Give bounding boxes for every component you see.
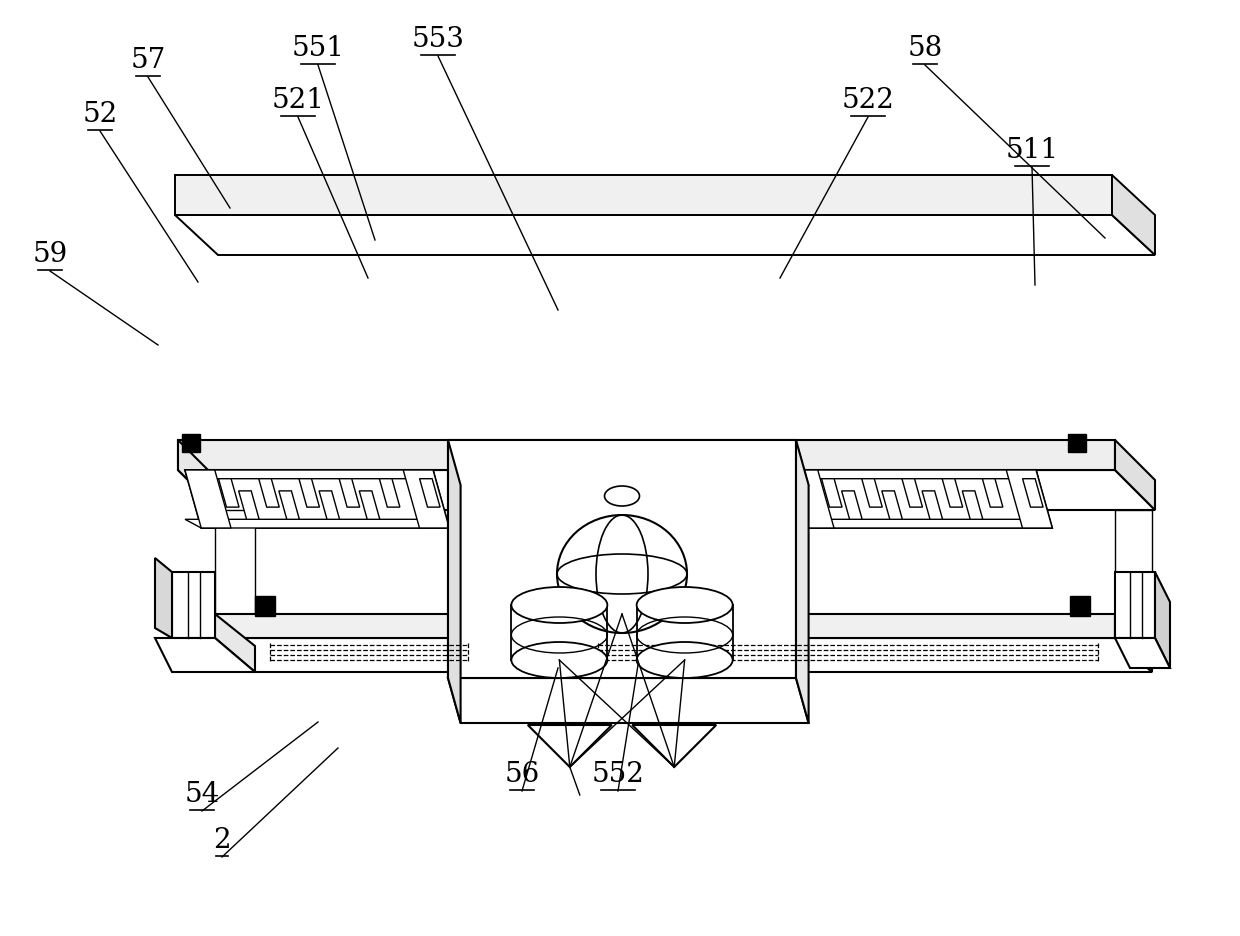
Polygon shape bbox=[448, 440, 460, 723]
Polygon shape bbox=[632, 725, 717, 767]
Polygon shape bbox=[1115, 572, 1154, 638]
Text: 57: 57 bbox=[130, 47, 166, 74]
Polygon shape bbox=[796, 440, 808, 723]
Polygon shape bbox=[259, 478, 279, 507]
Ellipse shape bbox=[636, 587, 733, 623]
Polygon shape bbox=[182, 434, 200, 452]
Polygon shape bbox=[215, 638, 1152, 672]
Polygon shape bbox=[942, 478, 962, 507]
Text: 511: 511 bbox=[1006, 137, 1059, 164]
Polygon shape bbox=[842, 490, 862, 519]
Text: 521: 521 bbox=[272, 87, 325, 114]
Polygon shape bbox=[279, 490, 299, 519]
Polygon shape bbox=[215, 614, 1115, 638]
Polygon shape bbox=[901, 478, 923, 507]
Ellipse shape bbox=[636, 642, 733, 678]
Text: 552: 552 bbox=[591, 761, 645, 788]
Text: 52: 52 bbox=[82, 101, 118, 128]
Polygon shape bbox=[179, 470, 1154, 510]
Polygon shape bbox=[982, 478, 1003, 507]
Text: 2: 2 bbox=[213, 827, 231, 854]
Text: 56: 56 bbox=[505, 761, 539, 788]
Polygon shape bbox=[1068, 434, 1086, 452]
Text: 58: 58 bbox=[908, 35, 942, 62]
Polygon shape bbox=[962, 490, 983, 519]
Polygon shape bbox=[1006, 470, 1053, 528]
Polygon shape bbox=[179, 440, 218, 510]
Polygon shape bbox=[403, 470, 449, 528]
Polygon shape bbox=[1023, 478, 1043, 507]
Polygon shape bbox=[1115, 440, 1154, 510]
Polygon shape bbox=[1112, 175, 1154, 255]
Polygon shape bbox=[787, 470, 835, 528]
Polygon shape bbox=[882, 490, 903, 519]
Text: 553: 553 bbox=[412, 26, 465, 53]
Polygon shape bbox=[862, 478, 883, 507]
Polygon shape bbox=[822, 478, 842, 507]
Polygon shape bbox=[172, 572, 215, 638]
Polygon shape bbox=[419, 478, 440, 507]
Polygon shape bbox=[923, 490, 942, 519]
Polygon shape bbox=[215, 614, 255, 672]
Polygon shape bbox=[1070, 596, 1090, 616]
Polygon shape bbox=[255, 596, 275, 616]
Polygon shape bbox=[1115, 614, 1152, 672]
Polygon shape bbox=[215, 510, 255, 638]
Ellipse shape bbox=[557, 515, 687, 633]
Polygon shape bbox=[787, 470, 1053, 528]
Polygon shape bbox=[175, 215, 1154, 255]
Text: 54: 54 bbox=[185, 781, 219, 808]
Polygon shape bbox=[448, 678, 808, 723]
Polygon shape bbox=[299, 478, 320, 507]
Polygon shape bbox=[528, 725, 611, 767]
Polygon shape bbox=[155, 558, 172, 638]
Ellipse shape bbox=[605, 486, 640, 506]
Polygon shape bbox=[787, 470, 1038, 478]
Polygon shape bbox=[218, 478, 239, 507]
Polygon shape bbox=[360, 490, 379, 519]
Text: 59: 59 bbox=[32, 241, 68, 268]
Polygon shape bbox=[238, 490, 259, 519]
Polygon shape bbox=[319, 490, 340, 519]
Polygon shape bbox=[175, 175, 1112, 215]
Polygon shape bbox=[1154, 572, 1171, 668]
Polygon shape bbox=[185, 470, 449, 528]
Polygon shape bbox=[155, 638, 255, 672]
Polygon shape bbox=[185, 470, 231, 528]
Polygon shape bbox=[1115, 638, 1171, 668]
Text: 522: 522 bbox=[842, 87, 894, 114]
Polygon shape bbox=[448, 440, 796, 678]
Polygon shape bbox=[185, 519, 449, 528]
Polygon shape bbox=[787, 519, 1053, 528]
Ellipse shape bbox=[511, 587, 608, 623]
Polygon shape bbox=[340, 478, 360, 507]
Polygon shape bbox=[1115, 510, 1152, 638]
Text: 551: 551 bbox=[291, 35, 345, 62]
Polygon shape bbox=[179, 440, 1115, 470]
Polygon shape bbox=[185, 470, 435, 478]
Ellipse shape bbox=[511, 642, 608, 678]
Polygon shape bbox=[379, 478, 399, 507]
